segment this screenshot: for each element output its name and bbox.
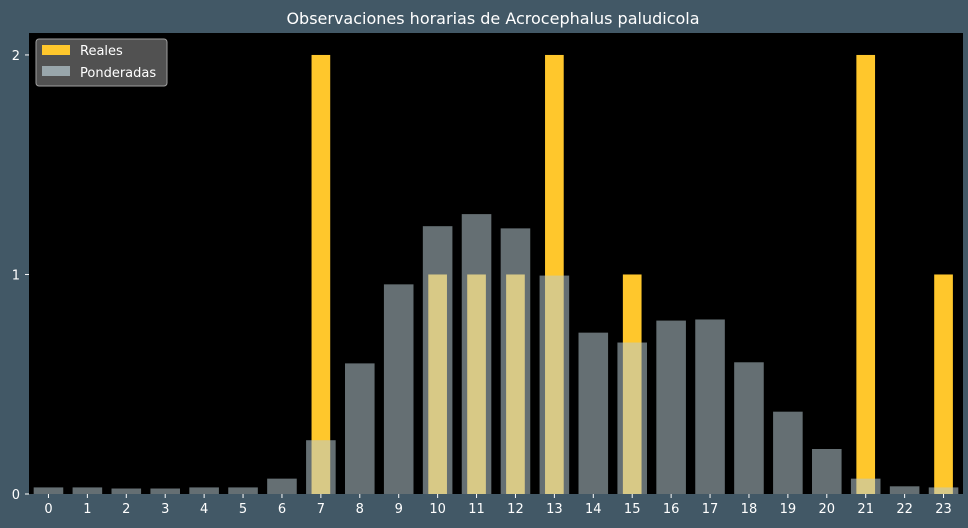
x-tick-label-23: 23 [935,502,952,517]
bar-ponderadas-22 [889,486,920,494]
legend-label-ponderadas: Ponderadas [80,66,156,81]
x-tick-label-22: 22 [896,502,913,517]
x-tick-label-13: 13 [546,502,563,517]
bar-reales-23 [934,274,953,494]
bar-reales-21 [856,54,876,494]
bar-ponderadas-7 [306,440,336,494]
bars-layer [33,54,959,494]
bar-ponderadas-18 [734,362,764,494]
bar-ponderadas-2 [111,488,142,494]
x-tick-label-15: 15 [624,502,641,517]
bar-ponderadas-12 [500,228,531,494]
bar-ponderadas-4 [189,487,219,494]
x-tick-label-18: 18 [741,502,758,517]
x-tick-label-16: 16 [663,502,680,517]
bar-ponderadas-9 [383,284,414,494]
x-tick-label-20: 20 [819,502,836,517]
x-tick-label-17: 17 [702,502,719,517]
x-tick-label-1: 1 [83,502,91,517]
x-tick-label-10: 10 [429,502,446,517]
bar-ponderadas-21 [850,478,881,494]
bar-ponderadas-23 [928,487,959,494]
x-tick-label-9: 9 [395,502,403,517]
legend-swatch-reales [42,45,70,55]
chart-title: Observaciones horarias de Acrocephalus p… [286,9,699,28]
bar-ponderadas-14 [578,332,609,494]
axes-layer: 0 1 2 3 4 5 6 7 8 9 10 11 12 13 14 15 16 17 18 19 20 21 22 2301… [12,49,952,517]
bar-ponderadas-11 [461,214,492,494]
x-tick-label-14: 14 [585,502,602,517]
bar-ponderadas-0 [33,487,64,494]
bar-ponderadas-16 [656,320,686,494]
y-tick-label-2: 2 [12,49,20,64]
legend-label-reales: Reales [80,44,123,59]
x-tick-label-12: 12 [507,502,524,517]
x-tick-label-6: 6 [278,502,286,517]
x-tick-label-21: 21 [857,502,874,517]
bar-ponderadas-17 [695,319,725,494]
x-tick-label-19: 19 [780,502,797,517]
bar-ponderadas-10 [422,226,453,494]
plot-area [29,33,963,494]
x-tick-label-5: 5 [239,502,247,517]
x-tick-label-3: 3 [161,502,169,517]
y-tick-label-1: 1 [12,268,20,283]
x-tick-label-0: 0 [44,502,52,517]
bar-ponderadas-13 [539,275,570,494]
bar-ponderadas-3 [150,488,180,494]
bar-reales-7 [311,54,331,494]
x-tick-label-8: 8 [356,502,364,517]
bar-ponderadas-8 [345,363,375,494]
bar-ponderadas-20 [812,448,842,494]
legend-swatch-ponderadas [42,66,70,76]
y-tick-label-0: 0 [12,488,20,503]
bar-ponderadas-6 [267,478,297,494]
bar-ponderadas-1 [72,487,103,494]
bar-ponderadas-19 [773,411,803,494]
x-tick-label-7: 7 [317,502,325,517]
bar-ponderadas-5 [228,487,258,494]
x-tick-label-2: 2 [122,502,130,517]
bar-ponderadas-15 [617,342,647,494]
x-tick-label-11: 11 [468,502,485,517]
legend: Reales Ponderadas [35,38,168,87]
x-tick-label-4: 4 [200,502,208,517]
